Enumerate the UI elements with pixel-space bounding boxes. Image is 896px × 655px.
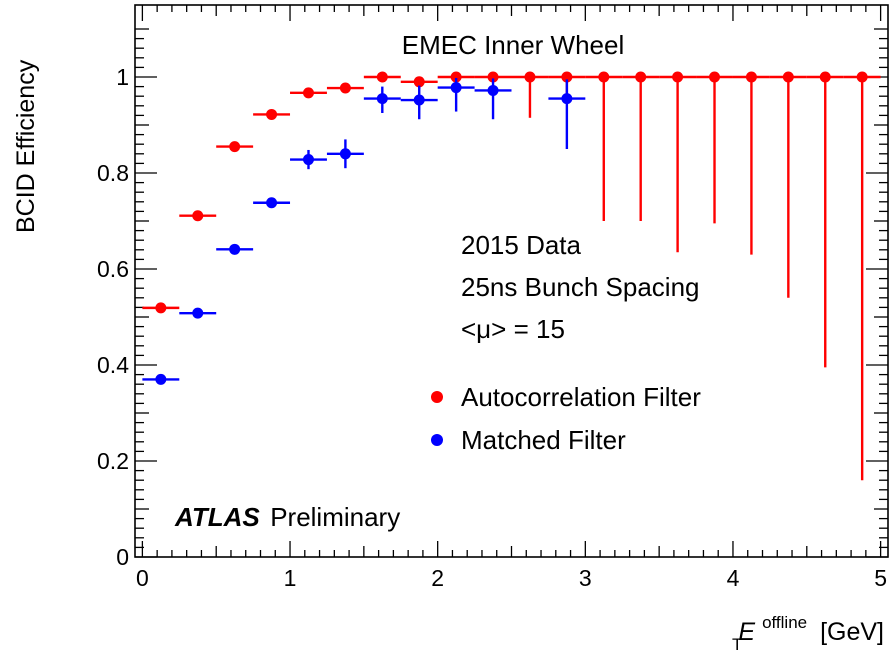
data-point: [192, 210, 204, 222]
x-tick-label: 3: [579, 565, 592, 591]
data-point: [450, 82, 462, 94]
data-point: [339, 148, 351, 160]
data-point: [376, 71, 388, 83]
data-point: [229, 141, 241, 153]
data-point: [339, 82, 351, 94]
data-point: [302, 87, 314, 99]
data-point: [524, 71, 536, 83]
data-point: [302, 154, 314, 166]
x-axis-superscript: offline: [762, 613, 807, 632]
data-point: [376, 93, 388, 105]
data-point: [672, 71, 684, 83]
data-point: [709, 71, 721, 83]
data-point: [192, 307, 204, 319]
y-tick-label: 0.8: [97, 160, 129, 186]
series-autocorrelation: [142, 71, 881, 481]
data-point: [487, 71, 499, 83]
data-point: [266, 108, 278, 120]
series-matched: [142, 77, 586, 385]
data-point: [561, 93, 573, 105]
x-tick-label: 2: [431, 565, 444, 591]
data-point: [745, 71, 757, 83]
data-point: [819, 71, 831, 83]
data-point: [635, 71, 647, 83]
data-point: [266, 197, 278, 209]
data-point: [450, 71, 462, 83]
data-point: [413, 76, 425, 88]
y-axis-title: BCID Efficiency: [12, 59, 40, 233]
x-tick-label: 5: [874, 565, 887, 591]
atlas-label-preliminary: Preliminary: [270, 502, 400, 532]
x-tick-label: 1: [284, 565, 297, 591]
data-point: [487, 84, 499, 96]
data-point: [598, 71, 610, 83]
atlas-label: ATLAS Preliminary: [174, 502, 400, 532]
x-axis-unit: [GeV]: [820, 618, 884, 646]
y-tick-label: 0.4: [97, 352, 129, 378]
y-tick-label: 0.2: [97, 448, 129, 474]
legend: Autocorrelation Filter Matched Filter: [431, 382, 701, 455]
annotation-bunch-spacing: 25ns Bunch Spacing: [461, 272, 700, 302]
data-point: [229, 243, 241, 255]
x-axis-symbol: E: [738, 618, 755, 646]
x-axis-subscript: T: [732, 635, 742, 654]
axis-ticks: [135, 5, 888, 558]
data-point: [155, 373, 167, 385]
data-point: [561, 71, 573, 83]
y-tick-label: 1: [116, 64, 129, 90]
x-axis-title: E offline [GeV]: [738, 606, 884, 646]
atlas-label-bold: ATLAS: [174, 502, 260, 532]
annotation-data: 2015 Data: [461, 230, 582, 260]
tick-labels: 0 1 2 3 4 5 0 0.2 0.4 0.6 0.8 1: [97, 64, 887, 591]
data-point: [782, 71, 794, 83]
legend-marker-autocorrelation: [431, 391, 443, 403]
legend-label-autocorrelation: Autocorrelation Filter: [461, 382, 701, 412]
legend-marker-matched: [431, 434, 443, 446]
y-tick-label: 0: [116, 544, 129, 570]
legend-label-matched: Matched Filter: [461, 425, 626, 455]
data-point: [856, 71, 868, 83]
x-tick-label: 4: [727, 565, 740, 591]
data-point: [155, 302, 167, 314]
x-tick-label: 0: [136, 565, 149, 591]
data-point: [413, 94, 425, 106]
y-tick-label: 0.6: [97, 256, 129, 282]
chart-title: EMEC Inner Wheel: [402, 30, 625, 60]
data-points: [142, 71, 881, 481]
annotation-pileup: <μ> = 15: [461, 314, 565, 344]
